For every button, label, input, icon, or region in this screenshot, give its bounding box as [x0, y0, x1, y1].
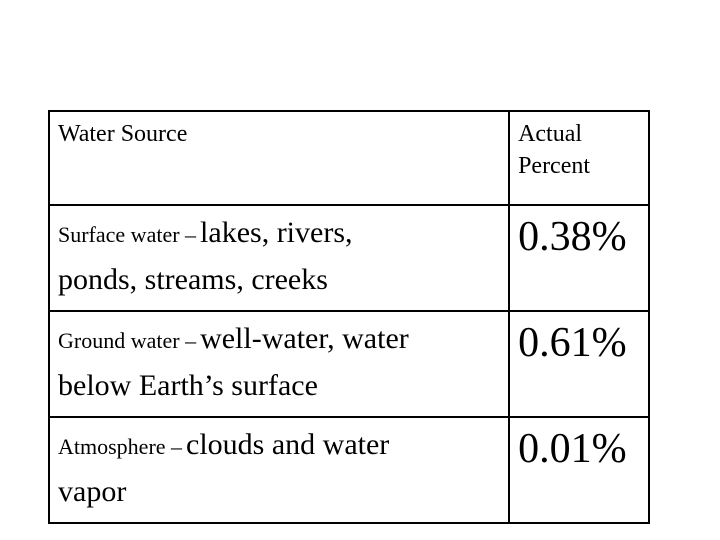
ground-water-percent: 0.61% — [508, 310, 650, 418]
header-percent-line2: Percent — [518, 153, 591, 179]
ground-water-category: Ground water – — [58, 328, 197, 353]
row-surface-water-description: Surface water – lakes, rivers, ponds, st… — [47, 204, 511, 312]
header-percent-line1: Actual — [518, 121, 583, 147]
table-header-row: Water Source Actual Percent — [47, 110, 650, 206]
atmosphere-category: Atmosphere – — [58, 434, 183, 459]
water-source-table: Water Source Actual Percent Surface wate… — [47, 110, 650, 524]
surface-water-detail-line2: ponds, streams, creeks — [58, 263, 328, 296]
surface-water-detail-line1: lakes, rivers, — [200, 216, 353, 249]
table-row: Atmosphere – clouds and water vapor 0.01… — [47, 416, 650, 524]
row-ground-water-description: Ground water – well-water, water below E… — [47, 310, 511, 418]
ground-water-detail-line2: below Earth’s surface — [58, 369, 318, 402]
header-water-source-label: Water Source — [58, 121, 188, 147]
atmosphere-percent: 0.01% — [508, 416, 650, 524]
header-water-source: Water Source — [47, 110, 511, 206]
header-actual-percent: Actual Percent — [508, 110, 650, 206]
surface-water-percent: 0.38% — [508, 204, 650, 312]
ground-water-detail-line1: well-water, water — [200, 322, 409, 355]
table-row: Surface water – lakes, rivers, ponds, st… — [47, 204, 650, 312]
atmosphere-detail-line1: clouds and water — [186, 428, 390, 461]
atmosphere-detail-line2: vapor — [58, 475, 127, 508]
row-atmosphere-description: Atmosphere – clouds and water vapor — [47, 416, 511, 524]
surface-water-category: Surface water – — [58, 222, 197, 247]
table-row: Ground water – well-water, water below E… — [47, 310, 650, 418]
